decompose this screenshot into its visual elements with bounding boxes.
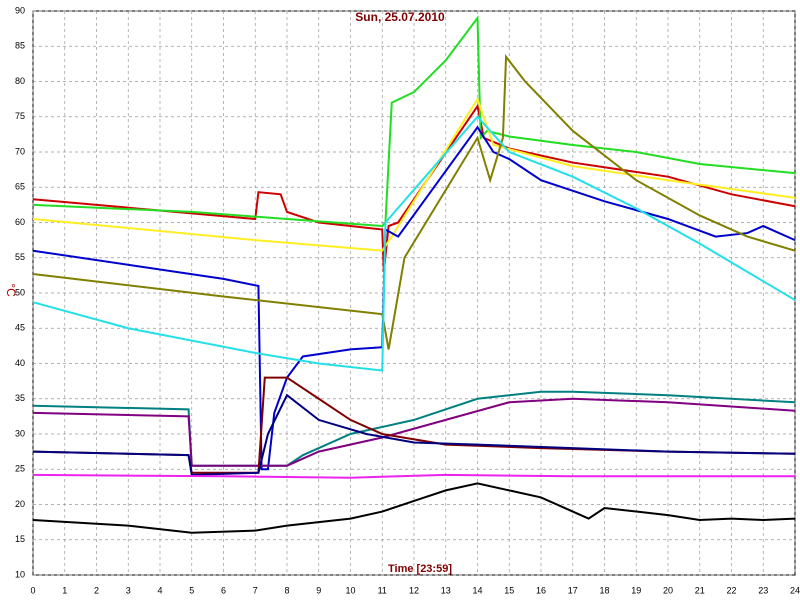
data-line	[32, 115, 796, 372]
y-tick-label: 10	[15, 569, 25, 579]
y-tick-label: 90	[15, 5, 25, 15]
y-tick-label: 15	[15, 534, 25, 544]
x-tick-label: 22	[726, 585, 736, 595]
x-tick-label: 5	[189, 585, 194, 595]
x-tick-label: 24	[790, 585, 800, 595]
data-line	[32, 482, 796, 534]
x-axis-label: Time [23:59]	[388, 563, 452, 575]
y-tick-label: 50	[15, 287, 25, 297]
y-tick-label: 40	[15, 358, 25, 368]
y-tick-label: 85	[15, 41, 25, 51]
y-tick-label: 55	[15, 252, 25, 262]
data-line	[32, 54, 796, 350]
y-tick-label: 30	[15, 428, 25, 438]
x-tick-label: 0	[30, 585, 35, 595]
x-tick-label: 8	[284, 585, 289, 595]
y-tick-label: 65	[15, 182, 25, 192]
y-tick-label: 25	[15, 464, 25, 474]
data-line	[32, 15, 796, 228]
chart-title: Sun, 25.07.2010	[355, 10, 445, 24]
data-line	[32, 473, 795, 479]
x-tick-label: 18	[599, 585, 609, 595]
data-line	[32, 96, 796, 252]
y-tick-label: 70	[15, 146, 25, 156]
data-line	[32, 393, 796, 476]
x-tick-label: 21	[695, 585, 705, 595]
y-tick-label: 35	[15, 393, 25, 403]
x-tick-label: 23	[758, 585, 768, 595]
x-tick-label: 9	[316, 585, 321, 595]
x-tick-label: 16	[536, 585, 546, 595]
y-tick-label: 20	[15, 499, 25, 509]
x-tick-label: 4	[157, 585, 162, 595]
y-tick-label: 80	[15, 76, 25, 86]
x-tick-label: 14	[472, 585, 482, 595]
x-tick-label: 12	[409, 585, 419, 595]
data-line	[32, 125, 796, 471]
x-tick-label: 3	[126, 585, 131, 595]
x-tick-label: 17	[568, 585, 578, 595]
data-line	[32, 103, 796, 272]
x-tick-label: 2	[94, 585, 99, 595]
y-tick-label: 75	[15, 111, 25, 121]
x-tick-label: 13	[441, 585, 451, 595]
y-tick-label: 60	[15, 217, 25, 227]
x-tick-label: 20	[663, 585, 673, 595]
x-tick-label: 1	[62, 585, 67, 595]
x-tick-label: 7	[253, 585, 258, 595]
x-tick-label: 15	[504, 585, 514, 595]
x-tick-label: 6	[221, 585, 226, 595]
x-tick-label: 10	[345, 585, 355, 595]
x-tick-label: 19	[631, 585, 641, 595]
x-tick-label: 11	[378, 585, 387, 595]
y-tick-label: 45	[15, 323, 25, 333]
y-axis-label: °C	[4, 283, 18, 297]
